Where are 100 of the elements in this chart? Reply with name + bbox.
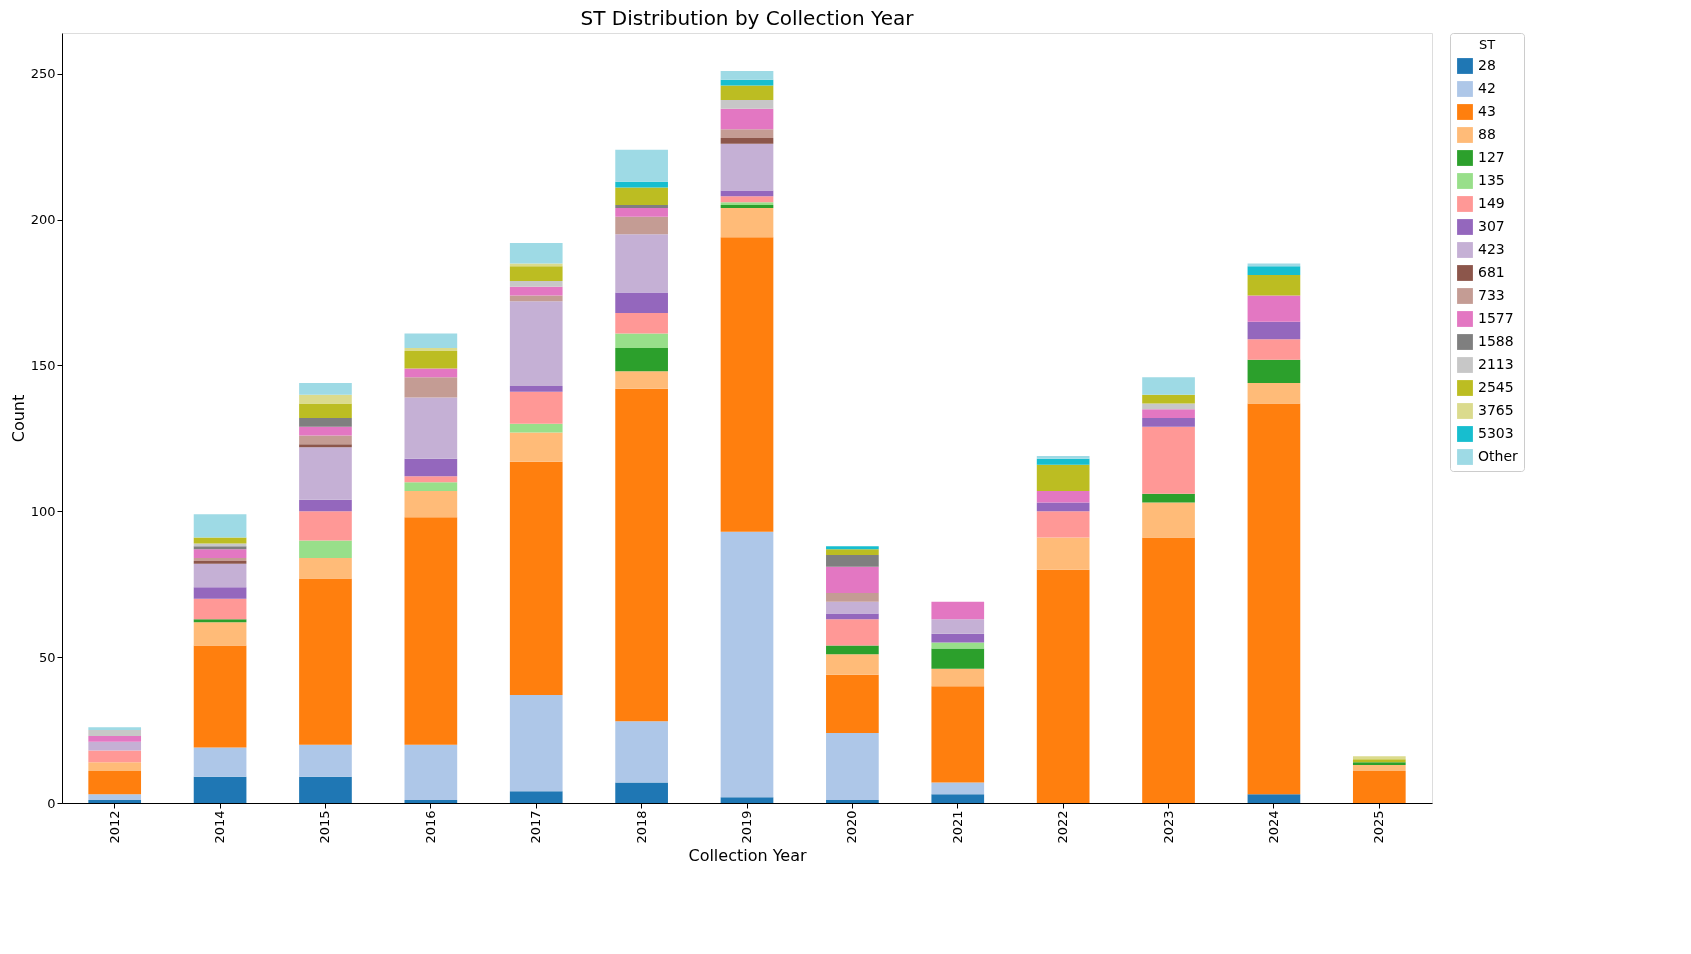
bar: [88, 770, 142, 795]
legend-label: 681: [1478, 264, 1505, 280]
bar: [299, 394, 352, 404]
bar: [931, 648, 985, 669]
bar: [299, 426, 352, 436]
bar: [88, 741, 142, 751]
bar: [615, 348, 668, 372]
bar: [509, 432, 563, 462]
bar: [1036, 455, 1090, 459]
bar: [509, 280, 563, 287]
bar: [1142, 418, 1195, 427]
bar: [720, 237, 774, 532]
bar: [826, 549, 879, 556]
bar: [1142, 502, 1195, 538]
bar: [615, 181, 668, 188]
bar: [404, 368, 458, 378]
bar: [615, 371, 668, 389]
bar: [193, 619, 247, 623]
bar: [193, 549, 247, 558]
x-tick-label: 2018: [633, 810, 649, 844]
bar: [1247, 321, 1301, 340]
legend-label: 5303: [1478, 425, 1514, 441]
legend-label: 127: [1478, 149, 1505, 165]
bar: [1142, 403, 1195, 410]
bar: [826, 733, 879, 801]
bar: [826, 555, 879, 567]
bar: [299, 447, 352, 500]
bar: [193, 598, 247, 620]
legend-label: 135: [1478, 172, 1505, 188]
bar: [193, 747, 247, 777]
x-tick-label: 2020: [844, 810, 860, 844]
bar: [1142, 426, 1195, 494]
bar: [88, 730, 142, 736]
bar: [509, 695, 563, 792]
bar: [931, 794, 985, 803]
bar: [931, 686, 985, 783]
bar: [509, 791, 563, 803]
legend-label: 3765: [1478, 402, 1514, 418]
bar: [720, 196, 774, 203]
bar: [88, 800, 142, 803]
chart-title: ST Distribution by Collection Year: [580, 5, 915, 30]
bar: [299, 403, 352, 418]
bar: [720, 531, 774, 798]
bar: [615, 216, 668, 235]
bar: [404, 800, 458, 803]
bar: [1142, 493, 1195, 503]
bar: [1036, 490, 1090, 503]
legend-title: ST: [1478, 37, 1496, 52]
bar: [826, 654, 879, 675]
bar: [615, 149, 668, 182]
bar: [88, 794, 142, 801]
bar: [299, 578, 352, 745]
bar: [88, 750, 142, 763]
bar: [299, 499, 352, 512]
bar: [193, 622, 247, 646]
bar: [931, 619, 985, 634]
bar: [193, 514, 247, 538]
bar: [720, 208, 774, 238]
bar: [1036, 464, 1090, 491]
bar: [509, 266, 563, 281]
bar: [615, 292, 668, 313]
bar: [88, 727, 142, 731]
bar: [299, 540, 352, 558]
legend-label: 307: [1478, 218, 1505, 234]
bar: [509, 286, 563, 296]
bar: [1247, 266, 1301, 276]
bar: [826, 593, 879, 602]
bar: [1352, 770, 1406, 803]
legend-label: 423: [1478, 241, 1505, 257]
y-tick-label: 0: [47, 795, 56, 811]
bar: [509, 461, 563, 696]
bar: [826, 645, 879, 655]
legend-label: 733: [1478, 287, 1505, 303]
y-axis-title: Count: [8, 394, 28, 443]
bar: [193, 645, 247, 748]
bar: [404, 348, 458, 351]
bar: [88, 762, 142, 771]
bar: [720, 138, 774, 144]
bar: [299, 776, 352, 803]
bar: [826, 546, 879, 550]
bar: [1247, 794, 1301, 803]
bar: [615, 187, 668, 206]
x-axis-title: Collection Year: [688, 845, 807, 865]
bar: [1247, 275, 1301, 296]
bar: [826, 613, 879, 620]
bar: [931, 668, 985, 687]
bar: [1036, 537, 1090, 570]
bar: [931, 633, 985, 643]
x-tick-label: 2016: [422, 810, 438, 844]
x-tick-label: 2023: [1160, 810, 1176, 844]
bar: [88, 735, 142, 742]
legend-label: 28: [1478, 57, 1496, 73]
bar: [720, 108, 774, 130]
bar: [509, 301, 563, 386]
bar: [615, 208, 668, 217]
bar: [615, 721, 668, 783]
bar: [509, 243, 563, 264]
bar: [404, 333, 458, 348]
bar: [299, 383, 352, 395]
bar: [404, 377, 458, 398]
